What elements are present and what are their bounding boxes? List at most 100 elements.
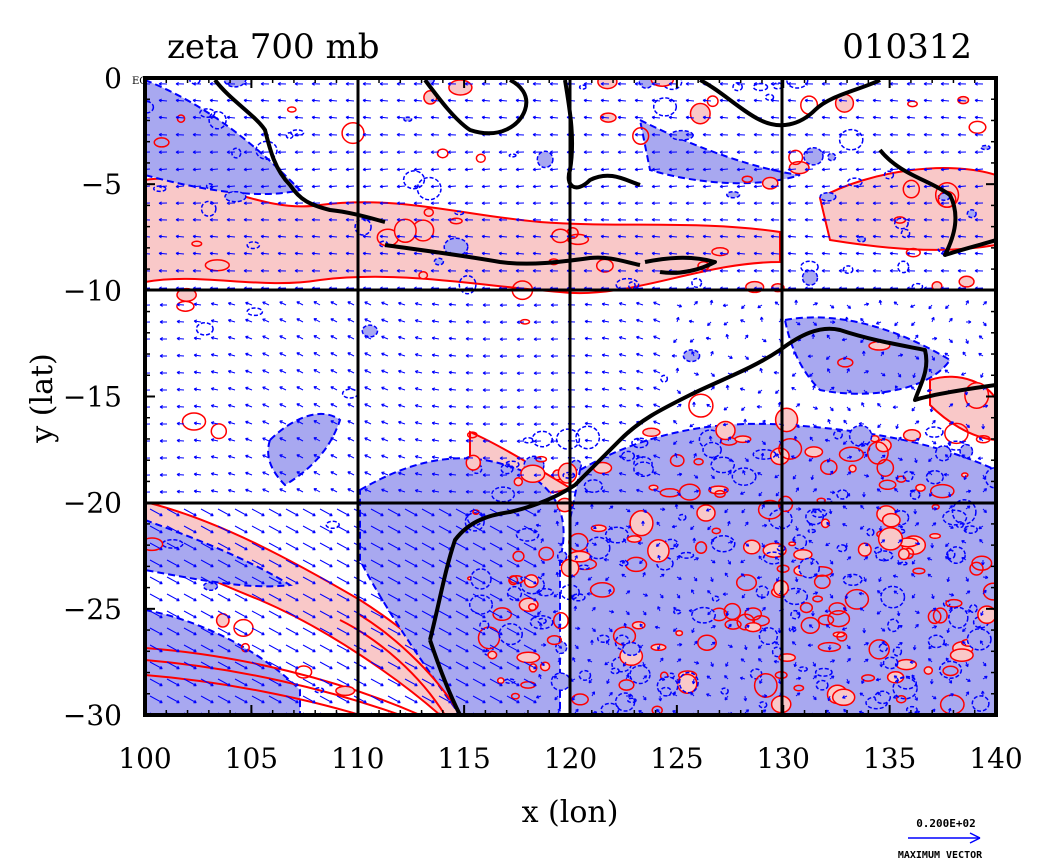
wind-vector [328, 201, 338, 206]
negative-vorticity-cell [536, 150, 554, 169]
wind-vector [858, 421, 865, 426]
wind-vector [398, 454, 406, 459]
wind-vector [347, 437, 355, 442]
wind-vector [584, 489, 593, 494]
wind-vector [982, 488, 988, 493]
negative-vorticity-cell [887, 618, 900, 633]
wind-vector [685, 251, 695, 256]
wind-vector [166, 542, 180, 551]
wind-vector [302, 559, 316, 568]
wind-vector [927, 471, 933, 476]
wind-vector [653, 352, 661, 357]
wind-vector [553, 593, 559, 598]
wind-vector [636, 386, 644, 391]
wind-vector [982, 474, 986, 480]
negative-vorticity-cell [842, 265, 854, 275]
positive-vorticity-cell [724, 619, 742, 630]
positive-vorticity-cell [958, 275, 975, 288]
wind-vector [804, 184, 814, 189]
wind-vector [753, 234, 763, 239]
wind-vector [906, 234, 916, 239]
wind-vector [829, 470, 834, 476]
wind-vector [540, 538, 544, 544]
wind-vector [913, 508, 918, 515]
wind-vector [414, 438, 423, 442]
wind-vector [549, 184, 559, 189]
wind-vector [719, 184, 729, 189]
positive-vorticity-cell [335, 685, 356, 697]
wind-vector [812, 573, 818, 578]
wind-vector [638, 644, 644, 649]
negative-vorticity-cell [673, 609, 682, 615]
wind-vector [217, 695, 231, 704]
wind-vector [880, 474, 884, 480]
wind-vector [294, 217, 304, 222]
wind-vector [724, 675, 729, 680]
positive-vorticity-cell [286, 106, 297, 113]
negative-vorticity-cell [578, 564, 590, 571]
negative-vorticity-cell [529, 615, 554, 630]
wind-vector [506, 610, 520, 619]
negative-vorticity-cell [596, 634, 610, 643]
wind-vector [740, 559, 746, 564]
wind-vector [313, 437, 321, 442]
wind-vector [571, 593, 576, 599]
wind-vector [532, 201, 542, 206]
wind-vector [651, 217, 661, 222]
wind-vector [549, 98, 559, 103]
wind-vector [923, 201, 933, 206]
wind-vector [863, 658, 869, 663]
negative-vorticity-cell [677, 513, 687, 522]
wind-vector [940, 217, 950, 222]
wind-vector [710, 641, 716, 646]
wind-vector [279, 488, 287, 493]
wind-vector [861, 678, 865, 684]
wind-vector [251, 695, 265, 704]
wind-vector [345, 81, 355, 86]
coastline-borneo [423, 78, 529, 136]
wind-vector [965, 576, 969, 582]
wind-vector [810, 559, 814, 566]
wind-vector [910, 471, 916, 476]
wind-vector [618, 404, 627, 408]
positive-vorticity-cell [647, 538, 670, 563]
wind-vector [634, 234, 644, 239]
y-tick-label: 0 [104, 62, 122, 95]
wind-vector [811, 333, 816, 340]
wind-vector [217, 610, 231, 619]
wind-vector [533, 439, 542, 444]
wind-vector [846, 471, 852, 476]
negative-vorticity-cell [880, 585, 906, 609]
wind-vector [398, 403, 406, 408]
wind-vector [277, 201, 287, 206]
wind-vector [464, 150, 474, 155]
wind-vector [245, 318, 253, 323]
wind-vector [362, 81, 372, 86]
wind-vector [923, 150, 933, 155]
negative-vorticity-cell [691, 277, 703, 289]
wind-vector [821, 132, 831, 137]
coastline-sumatra [213, 78, 386, 224]
wind-vector [690, 525, 695, 531]
negative-vorticity-cell [749, 668, 763, 680]
wind-vector [791, 372, 797, 377]
wind-vector [413, 234, 423, 239]
wind-vector [431, 336, 440, 340]
wind-vector [961, 557, 967, 561]
positive-vorticity-contour [145, 647, 421, 715]
wind-vector [515, 132, 525, 137]
wind-vector [872, 184, 882, 189]
wind-vector [313, 352, 321, 357]
wind-vector [827, 644, 832, 651]
positive-vorticity-cell [793, 548, 813, 561]
wind-vector [757, 644, 763, 649]
wind-vector [618, 302, 627, 306]
wind-vector [328, 81, 338, 86]
wind-vector [723, 488, 729, 493]
wind-vector [668, 201, 678, 206]
wind-vector [234, 542, 248, 551]
wind-vector [931, 522, 937, 527]
wind-vector [421, 695, 435, 704]
wind-vector [889, 132, 899, 137]
wind-vector [482, 473, 491, 477]
